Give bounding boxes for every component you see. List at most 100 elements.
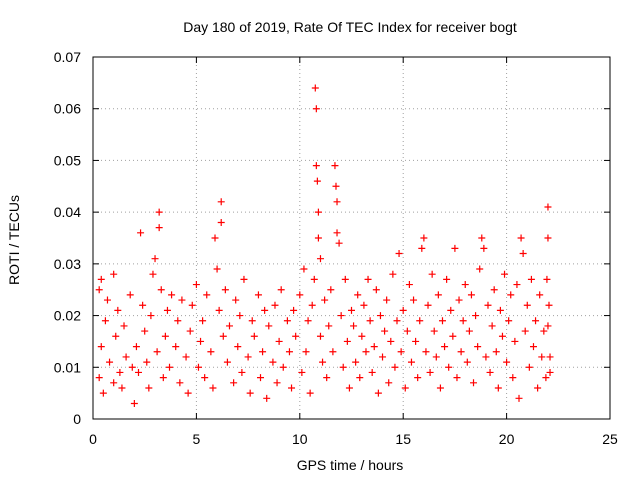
data-point <box>422 348 430 356</box>
data-point <box>397 348 405 356</box>
data-point <box>511 337 519 345</box>
grid-lines <box>93 57 610 419</box>
data-point <box>269 358 277 366</box>
data-point <box>486 368 494 376</box>
data-point <box>240 275 248 283</box>
y-tick-label: 0.02 <box>54 308 81 324</box>
x-tick-label: 5 <box>193 431 201 447</box>
data-point <box>321 296 329 304</box>
data-point <box>358 332 366 340</box>
axis-ticks <box>92 56 611 420</box>
data-point <box>337 312 345 320</box>
y-tick-label: 0 <box>73 411 81 427</box>
data-point <box>316 255 324 263</box>
data-point <box>393 317 401 325</box>
data-point <box>410 296 418 304</box>
data-point <box>161 332 169 340</box>
data-point <box>333 229 341 237</box>
data-point <box>424 301 432 309</box>
data-point <box>132 343 140 351</box>
data-point <box>288 384 296 392</box>
x-tick-label: 15 <box>395 431 411 447</box>
data-point <box>538 353 546 361</box>
data-point <box>263 394 271 402</box>
data-point <box>453 374 461 382</box>
data-point <box>159 374 167 382</box>
data-point <box>379 353 387 361</box>
data-point <box>312 162 320 170</box>
data-point <box>507 291 515 299</box>
data-point <box>546 353 554 361</box>
data-point <box>234 343 242 351</box>
data-point <box>482 353 490 361</box>
data-point <box>182 353 190 361</box>
data-point <box>184 389 192 397</box>
data-point <box>447 306 455 314</box>
data-point <box>430 327 438 335</box>
data-point <box>368 368 376 376</box>
data-point <box>176 379 184 387</box>
y-axis-label: ROTI / TECUs <box>6 195 22 285</box>
data-point <box>472 312 480 320</box>
data-point <box>225 322 233 330</box>
data-point <box>332 182 340 190</box>
data-point <box>407 358 415 366</box>
data-point <box>532 317 540 325</box>
data-point <box>248 317 256 325</box>
data-point <box>130 399 138 407</box>
data-point <box>350 322 358 330</box>
data-point <box>213 265 221 273</box>
data-point <box>467 291 475 299</box>
data-point <box>399 306 407 314</box>
data-point <box>544 203 552 211</box>
data-point <box>186 327 194 335</box>
data-point <box>428 270 436 278</box>
data-point <box>203 291 211 299</box>
data-point <box>101 317 109 325</box>
data-point <box>513 281 521 289</box>
data-point <box>494 384 502 392</box>
data-point <box>395 250 403 258</box>
data-point <box>215 306 223 314</box>
x-tick-label: 10 <box>292 431 308 447</box>
data-point <box>244 353 252 361</box>
data-point <box>492 348 500 356</box>
data-point <box>366 317 374 325</box>
data-point <box>331 162 339 170</box>
data-point <box>139 301 147 309</box>
data-point <box>465 327 473 335</box>
data-point <box>313 177 321 185</box>
data-point <box>143 358 151 366</box>
data-point <box>312 105 320 113</box>
data-point <box>116 368 124 376</box>
data-point <box>441 343 449 351</box>
data-point <box>273 379 281 387</box>
data-point <box>236 312 244 320</box>
data-point <box>480 244 488 252</box>
data-point <box>163 306 171 314</box>
data-point <box>199 317 207 325</box>
data-point <box>391 363 399 371</box>
data-point <box>529 343 537 351</box>
data-point <box>120 322 128 330</box>
data-point <box>436 384 444 392</box>
data-point <box>308 301 316 309</box>
data-point <box>178 296 186 304</box>
data-point <box>254 291 262 299</box>
data-point <box>385 379 393 387</box>
data-point <box>445 363 453 371</box>
data-point <box>238 368 246 376</box>
data-point <box>457 348 465 356</box>
data-point <box>327 286 335 294</box>
data-point <box>95 374 103 382</box>
data-points <box>95 84 554 407</box>
data-point <box>544 322 552 330</box>
data-point <box>525 363 533 371</box>
data-point <box>523 301 531 309</box>
data-point <box>389 270 397 278</box>
data-point <box>95 286 103 294</box>
axis-tick-labels: 0 5 10 15 20 25 0 0.01 0.02 0.03 0.04 0.05 0.06 0.07 <box>54 49 618 447</box>
data-point <box>110 379 118 387</box>
data-point <box>106 358 114 366</box>
